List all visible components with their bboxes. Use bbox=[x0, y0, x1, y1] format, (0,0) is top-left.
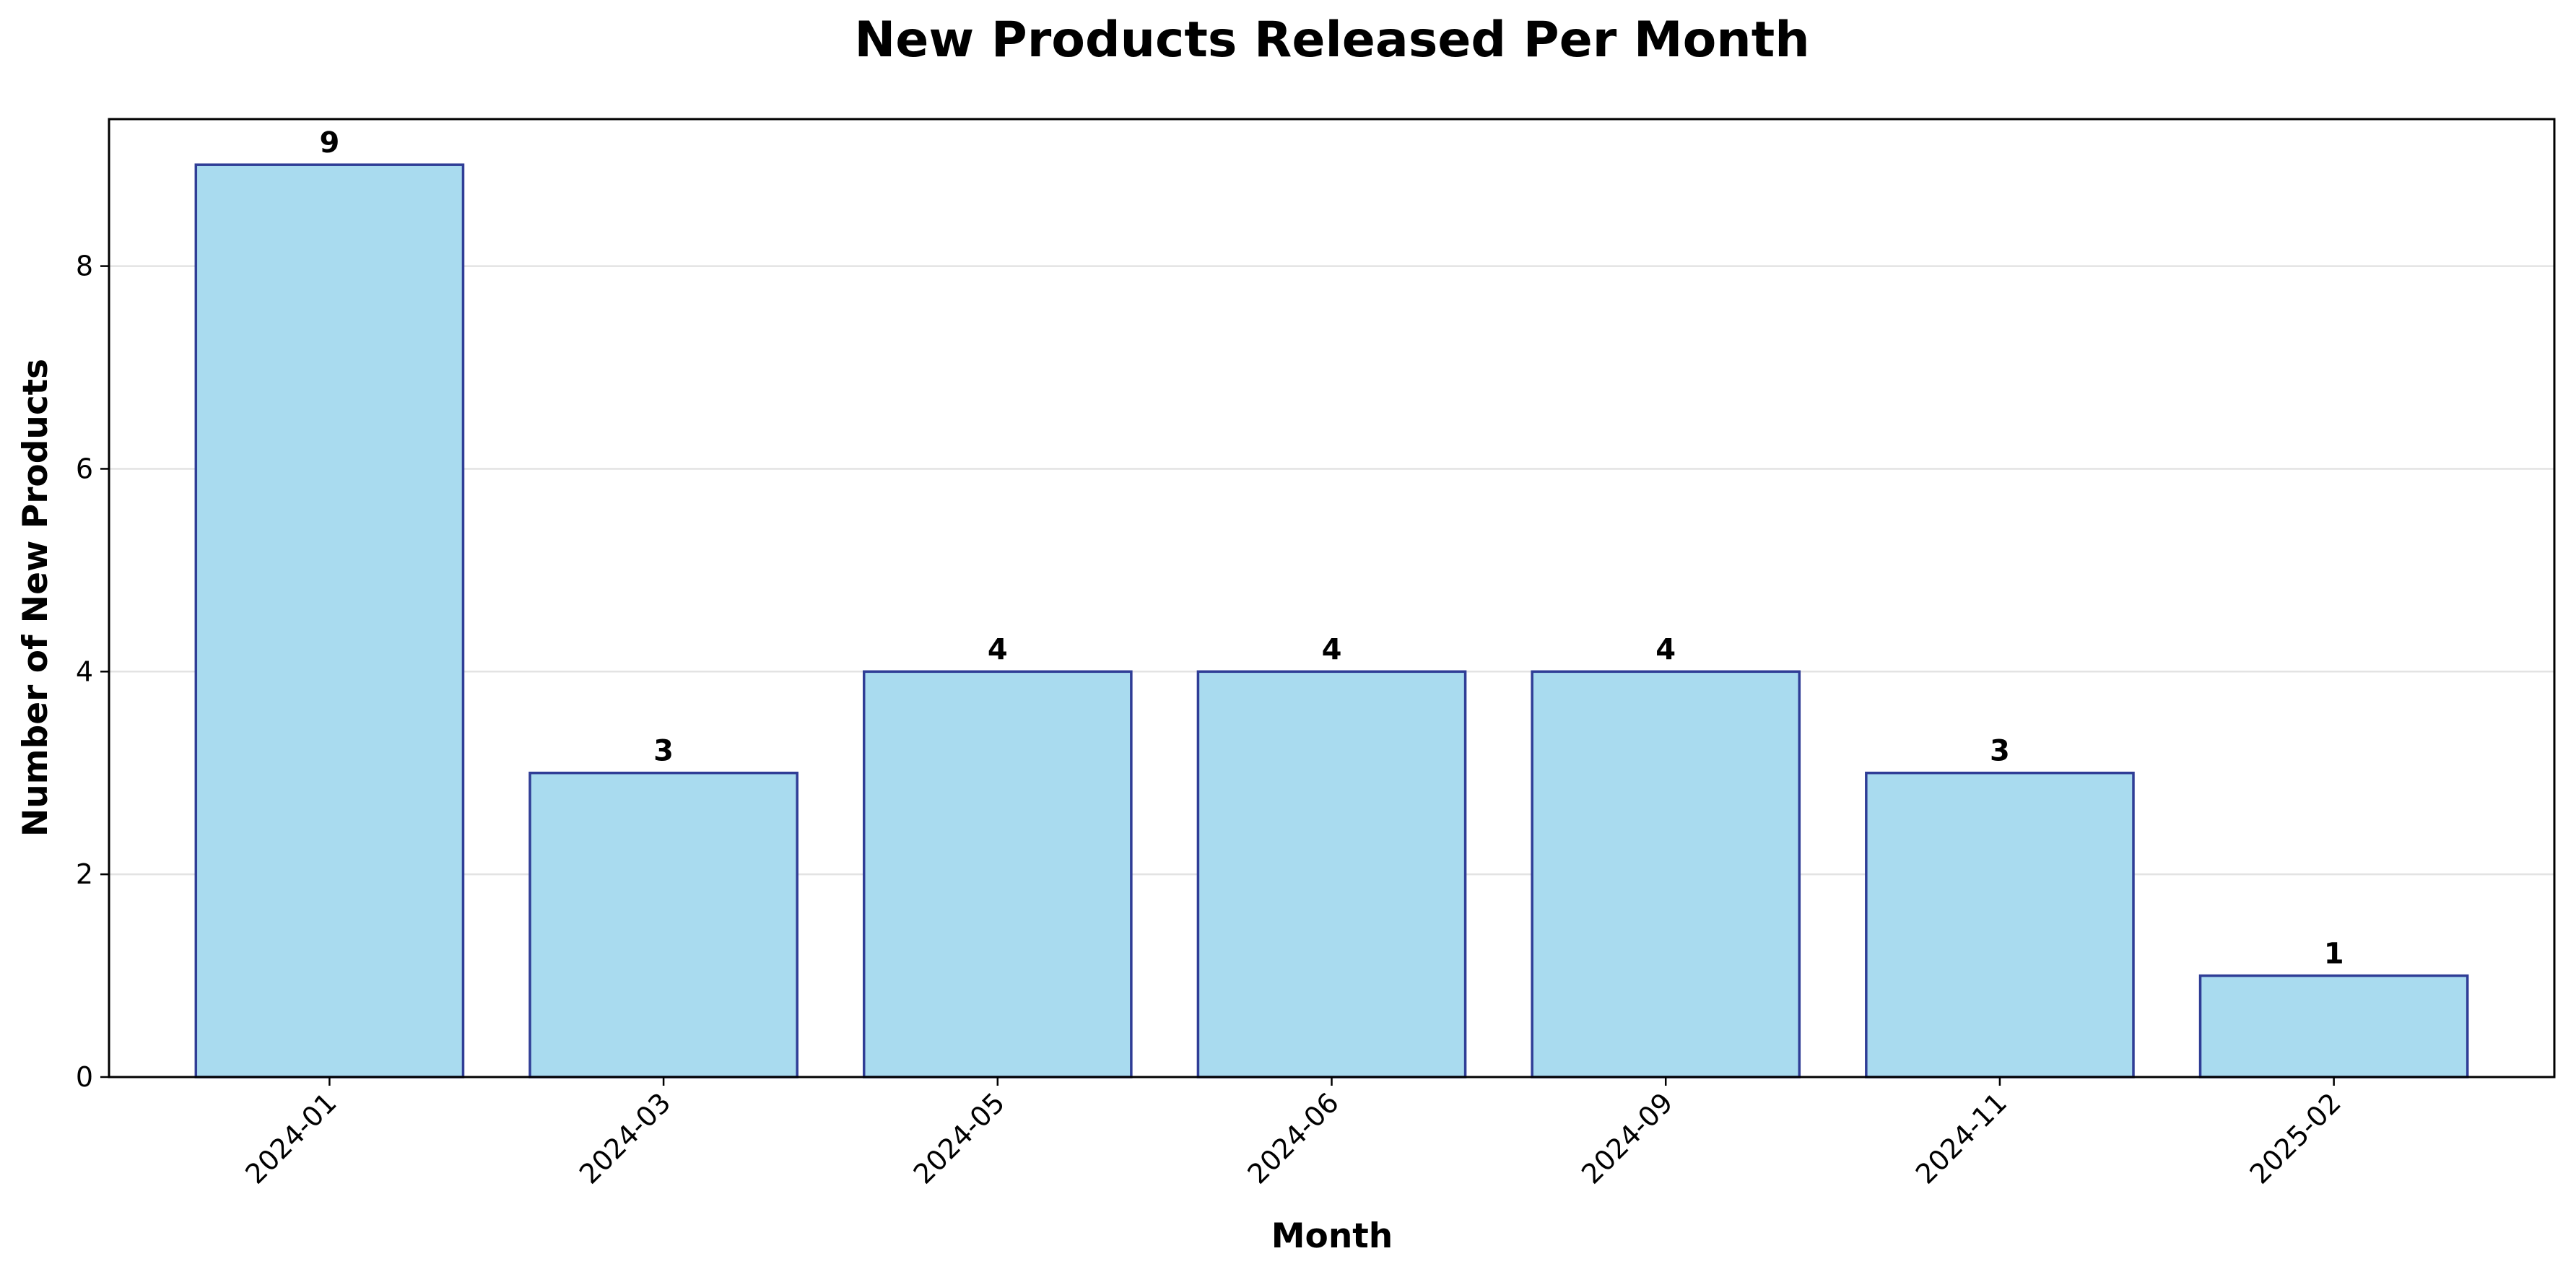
data-label-2025-02: 1 bbox=[2324, 938, 2344, 971]
data-label-2024-03: 3 bbox=[653, 735, 674, 768]
chart-title: New Products Released Per Month bbox=[854, 12, 1809, 69]
data-label-2024-11: 3 bbox=[1990, 735, 2010, 768]
bar-2024-09 bbox=[1532, 671, 1799, 1077]
y-tick-label: 6 bbox=[76, 453, 93, 484]
y-tick-label: 0 bbox=[76, 1061, 93, 1093]
bar-2025-02 bbox=[2201, 976, 2468, 1077]
data-label-2024-09: 4 bbox=[1655, 633, 1676, 666]
data-label-2024-01: 9 bbox=[319, 126, 339, 160]
bar-2024-03 bbox=[530, 773, 797, 1077]
x-axis-label: Month bbox=[1271, 1216, 1393, 1256]
bar-2024-05 bbox=[864, 671, 1131, 1077]
data-label-2024-05: 4 bbox=[988, 633, 1008, 666]
y-tick-label: 2 bbox=[76, 858, 93, 890]
bar-2024-01 bbox=[196, 165, 463, 1077]
y-tick-label: 8 bbox=[76, 250, 93, 282]
bar-2024-06 bbox=[1198, 671, 1465, 1077]
y-axis-label: Number of New Products bbox=[16, 359, 56, 837]
data-label-2024-06: 4 bbox=[1322, 633, 1342, 666]
bar-2024-11 bbox=[1866, 773, 2133, 1077]
y-tick-label: 4 bbox=[76, 655, 93, 687]
